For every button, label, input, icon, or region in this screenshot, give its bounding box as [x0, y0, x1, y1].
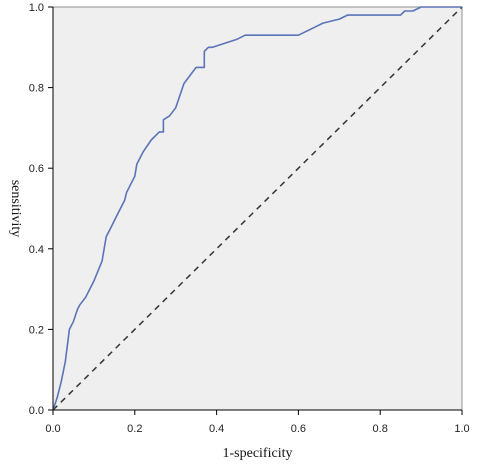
y-tick-label: 0.6: [29, 163, 44, 175]
reference-diagonal-line: [52, 6, 463, 411]
x-tick-label: 0.2: [127, 423, 142, 435]
series-layer: [52, 6, 463, 411]
y-tick-label: 0.4: [29, 244, 44, 256]
x-tick-label: 1.0: [454, 423, 469, 435]
y-tick-label: 0.8: [29, 83, 44, 95]
y-tick-label: 1.0: [29, 2, 44, 14]
y-tick-label: 0.0: [29, 405, 44, 417]
x-tick-label: 0.8: [373, 423, 388, 435]
y-axis-label: sensitivity: [8, 180, 23, 238]
x-tick-label: 0.4: [209, 423, 224, 435]
x-tick-label: 0.0: [45, 423, 60, 435]
roc-curve-line: [52, 6, 462, 411]
axis-ticks: 0.0 0.2 0.4 0.6 0.8 1.0 0.0 0.2 0.4 0.6 0.8 1.0: [29, 2, 470, 435]
x-axis-label: 1-specificity: [223, 446, 293, 461]
x-tick-label: 0.6: [291, 423, 306, 435]
y-tick-label: 0.2: [29, 324, 44, 336]
